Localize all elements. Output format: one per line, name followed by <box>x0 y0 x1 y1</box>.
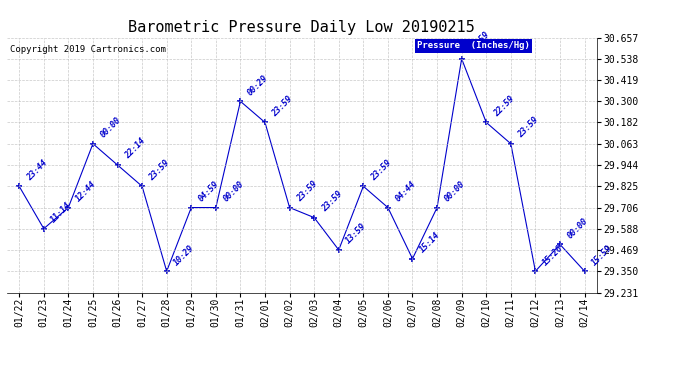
Text: 00:00: 00:00 <box>566 216 589 240</box>
Text: 00:00: 00:00 <box>442 179 466 203</box>
Text: Pressure  (Inches/Hg): Pressure (Inches/Hg) <box>417 41 530 50</box>
Text: 00:00: 00:00 <box>99 116 123 140</box>
Text: 00:29: 00:29 <box>246 73 270 97</box>
Text: 15:14: 15:14 <box>418 231 442 255</box>
Title: Barometric Pressure Daily Low 20190215: Barometric Pressure Daily Low 20190215 <box>128 20 475 35</box>
Text: 13:59: 13:59 <box>344 222 368 246</box>
Text: 23:44: 23:44 <box>25 158 49 182</box>
Text: 22:59: 22:59 <box>492 94 516 118</box>
Text: 04:44: 04:44 <box>393 179 417 203</box>
Text: 12:44: 12:44 <box>74 179 98 203</box>
Text: 00:00: 00:00 <box>221 179 246 203</box>
Text: 11:14: 11:14 <box>49 201 73 225</box>
Text: 23:59: 23:59 <box>516 116 540 140</box>
Text: 22:14: 22:14 <box>123 137 147 161</box>
Text: Copyright 2019 Cartronics.com: Copyright 2019 Cartronics.com <box>10 45 166 54</box>
Text: 23:59: 23:59 <box>467 31 491 55</box>
Text: 23:59: 23:59 <box>295 179 319 203</box>
Text: 23:59: 23:59 <box>319 189 344 213</box>
Text: 23:59: 23:59 <box>270 94 295 118</box>
Text: 23:59: 23:59 <box>369 158 393 182</box>
Text: 10:29: 10:29 <box>172 243 196 267</box>
Text: 23:59: 23:59 <box>148 158 172 182</box>
Text: 04:59: 04:59 <box>197 179 221 203</box>
Text: 15:26: 15:26 <box>541 243 565 267</box>
Text: 15:59: 15:59 <box>590 243 614 267</box>
